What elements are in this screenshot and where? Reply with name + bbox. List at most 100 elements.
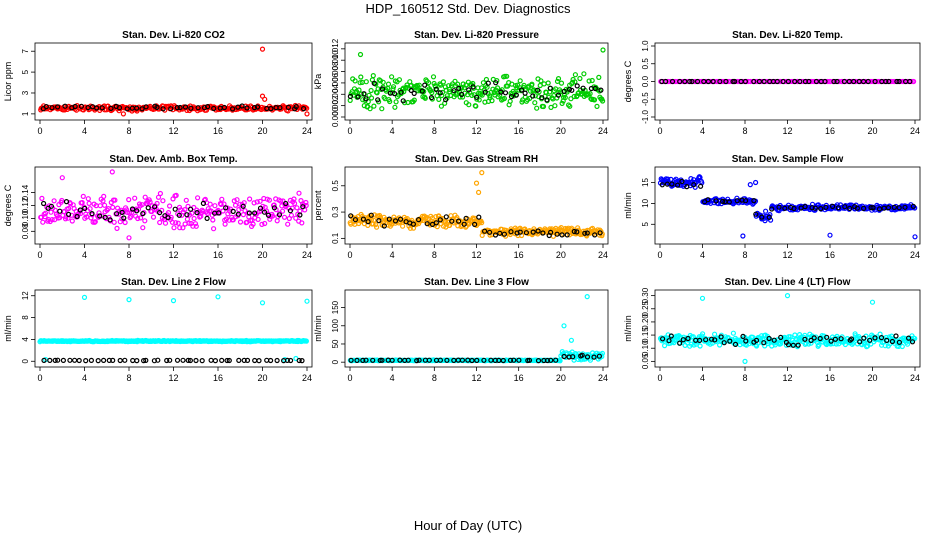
data-point bbox=[780, 78, 786, 85]
data-point bbox=[391, 90, 398, 97]
data-point bbox=[594, 103, 600, 110]
data-point bbox=[303, 199, 309, 206]
data-point bbox=[265, 212, 272, 218]
data-point bbox=[538, 78, 544, 84]
y-tick-label: 0.20 bbox=[641, 314, 650, 330]
data-point bbox=[262, 220, 268, 227]
data-point bbox=[498, 89, 504, 95]
x-tick-label: 20 bbox=[556, 373, 566, 383]
data-point bbox=[304, 298, 310, 304]
data-point bbox=[78, 103, 85, 109]
data-point bbox=[371, 80, 377, 86]
data-point bbox=[530, 88, 536, 94]
data-point bbox=[806, 78, 812, 85]
data-point bbox=[157, 219, 163, 226]
data-point bbox=[230, 208, 236, 214]
data-point bbox=[102, 214, 108, 220]
x-tick-label: 8 bbox=[432, 373, 437, 383]
data-point bbox=[905, 335, 912, 341]
y-tick-label: 0.5 bbox=[641, 58, 650, 70]
data-point bbox=[599, 353, 605, 360]
data-point bbox=[734, 198, 740, 204]
data-point bbox=[304, 111, 310, 117]
data-point bbox=[710, 78, 716, 85]
panel-title: Stan. Dev. Amb. Box Temp. bbox=[109, 154, 237, 165]
x-tick-label: 0 bbox=[347, 126, 352, 136]
data-point bbox=[140, 211, 146, 217]
data-point bbox=[790, 342, 796, 348]
data-point bbox=[288, 212, 294, 218]
data-point bbox=[236, 357, 242, 363]
data-point bbox=[224, 357, 230, 364]
data-point bbox=[456, 85, 462, 92]
data-point bbox=[63, 199, 70, 205]
data-point bbox=[584, 354, 591, 360]
data-point bbox=[869, 299, 876, 305]
data-point bbox=[742, 198, 749, 204]
y-tick-label: 100 bbox=[331, 319, 340, 333]
data-point bbox=[818, 206, 824, 212]
data-point bbox=[463, 215, 469, 221]
data-point bbox=[52, 357, 58, 363]
data-point bbox=[143, 357, 149, 363]
data-point bbox=[352, 78, 358, 84]
y-axis-label: ml/min bbox=[313, 315, 323, 342]
data-point bbox=[135, 215, 141, 222]
y-axis-label: ml/min bbox=[3, 315, 13, 342]
data-point bbox=[689, 78, 695, 85]
data-point bbox=[584, 294, 590, 300]
data-point bbox=[117, 357, 123, 364]
data-point bbox=[182, 221, 188, 227]
x-tick-label: 16 bbox=[213, 250, 223, 260]
data-point bbox=[85, 104, 91, 111]
data-point bbox=[164, 357, 170, 364]
panel-title: Stan. Dev. Line 2 Flow bbox=[121, 277, 226, 288]
data-point bbox=[354, 357, 360, 363]
data-point bbox=[466, 87, 472, 93]
y-tick-label: 0.000 bbox=[331, 106, 340, 127]
data-point bbox=[398, 89, 404, 95]
data-point bbox=[561, 323, 567, 329]
data-point bbox=[433, 220, 439, 226]
data-point bbox=[97, 203, 103, 209]
data-point bbox=[348, 213, 354, 219]
data-point bbox=[405, 357, 411, 363]
data-point bbox=[386, 216, 392, 222]
data-point bbox=[422, 95, 428, 101]
data-point bbox=[808, 340, 814, 346]
data-point bbox=[416, 82, 422, 88]
data-point bbox=[841, 78, 847, 85]
x-tick-label: 20 bbox=[257, 250, 267, 260]
data-point bbox=[51, 198, 57, 204]
data-point bbox=[552, 103, 558, 109]
data-point bbox=[473, 103, 479, 109]
data-point bbox=[456, 218, 462, 224]
data-point bbox=[598, 87, 604, 93]
series-1-min bbox=[38, 169, 309, 241]
data-point bbox=[108, 105, 114, 112]
x-tick-label: 16 bbox=[514, 126, 524, 136]
data-point bbox=[119, 209, 125, 215]
data-point bbox=[234, 197, 240, 203]
data-point bbox=[828, 338, 834, 344]
data-point bbox=[55, 357, 61, 363]
data-point bbox=[669, 181, 675, 187]
data-point bbox=[721, 340, 727, 346]
data-point bbox=[440, 79, 446, 85]
data-point bbox=[561, 353, 567, 360]
data-point bbox=[891, 204, 897, 210]
data-point bbox=[172, 206, 178, 212]
data-point bbox=[157, 190, 163, 197]
data-point bbox=[169, 219, 175, 225]
data-point bbox=[539, 95, 545, 101]
data-point bbox=[208, 357, 214, 363]
data-point bbox=[688, 341, 695, 347]
data-point bbox=[476, 214, 482, 220]
data-point bbox=[174, 357, 181, 363]
data-point bbox=[476, 97, 482, 103]
y-tick-label: 0.012 bbox=[331, 38, 340, 59]
data-point bbox=[101, 202, 108, 208]
data-point bbox=[160, 106, 166, 112]
data-point bbox=[727, 338, 733, 344]
